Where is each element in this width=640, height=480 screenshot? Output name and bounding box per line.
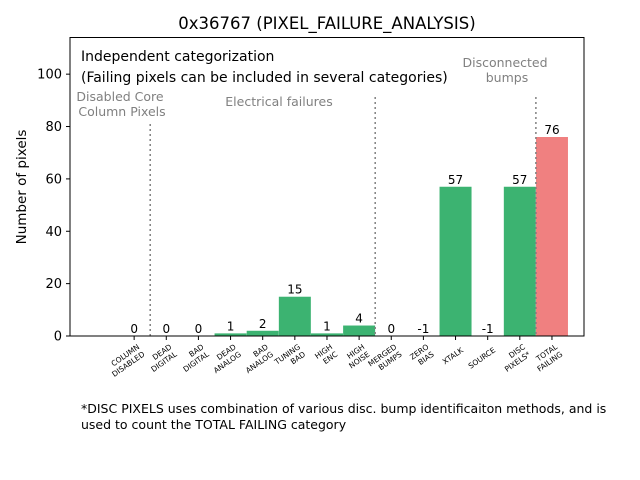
bar-6 [310, 333, 343, 336]
value-label-5: 15 [287, 283, 302, 297]
group-label-disconnected-line-2: bumps [486, 70, 528, 85]
x-tick-label-4: BADANALOG [239, 342, 275, 375]
separators-layer [149, 97, 537, 336]
x-tick-label-5: TUNINGBAD [272, 342, 307, 374]
value-label-6: 1 [323, 319, 331, 333]
group-label-disabled: Disabled Core Column Pixels [76, 89, 167, 119]
x-tick-label-7: HIGHNOISE [342, 342, 372, 370]
x-tick-label-10: XTALK [441, 345, 466, 366]
y-tick-label-40: 40 [45, 225, 62, 240]
footnote: *DISC PIXELS uses combination of various… [81, 401, 607, 432]
group-label-disconnected-line-1: Disconnected [462, 55, 547, 70]
x-tick-label-11: SOURCE [467, 345, 498, 370]
y-tick-label-100: 100 [37, 68, 62, 83]
x-tick-label-2: BADDIGITAL [176, 342, 211, 374]
y-tick-label-20: 20 [45, 277, 62, 292]
x-tick-label-1: DEADDIGITAL [144, 342, 179, 374]
x-tick-label-10-line-0: XTALK [441, 345, 466, 366]
y-axis: 0 20 40 60 80 100 [37, 68, 70, 345]
bar-12 [503, 186, 536, 336]
value-label-11: -1 [482, 322, 494, 336]
x-tick-label-11-line-0: SOURCE [467, 345, 498, 370]
bar-4 [246, 330, 279, 336]
bar-3 [214, 333, 247, 336]
y-tick-label-60: 60 [45, 172, 62, 187]
value-label-12: 57 [512, 173, 527, 187]
x-tick-label-0: COLUMNDISABLED [105, 342, 147, 379]
group-label-disconnected: Disconnected bumps [462, 55, 551, 85]
x-tick-label-12: DISCPIXELS* [498, 342, 533, 374]
value-labels-layer: 0 0 0 1 2 15 1 4 0 -1 57 -1 57 76 [130, 123, 559, 336]
group-label-disabled-line-1: Disabled Core [76, 89, 164, 104]
y-tick-label-80: 80 [45, 120, 62, 135]
group-label-electrical: Electrical failures [225, 94, 332, 109]
value-label-1: 0 [162, 322, 170, 336]
bar-5 [278, 296, 311, 336]
value-label-13: 76 [544, 123, 559, 137]
value-label-10: 57 [448, 173, 463, 187]
header-line-2: (Failing pixels can be included in sever… [81, 70, 448, 86]
x-tick-label-3: DEADANALOG [207, 342, 243, 375]
annotations-layer: Independent categorization (Failing pixe… [76, 49, 551, 119]
chart-title: 0x36767 (PIXEL_FAILURE_ANALYSIS) [178, 14, 475, 34]
group-label-disabled-line-2: Column Pixels [78, 104, 165, 119]
value-label-3: 1 [227, 319, 235, 333]
x-tick-label-13: TOTALFAILING [530, 342, 565, 374]
bar-7 [343, 325, 376, 336]
value-label-0: 0 [130, 322, 138, 336]
value-label-2: 0 [195, 322, 203, 336]
value-label-7: 4 [355, 312, 363, 326]
value-label-8: 0 [387, 322, 395, 336]
header-line-1: Independent categorization [81, 49, 274, 65]
x-tick-label-8: MERGEDBUMPS [366, 342, 403, 376]
bar-10 [439, 186, 472, 336]
y-axis-label: Number of pixels [14, 130, 30, 245]
x-tick-label-9: ZEROBIAS [408, 342, 436, 369]
bars-layer [214, 137, 568, 336]
x-tick-label-6: HIGHENC [313, 342, 339, 368]
x-axis: COLUMNDISABLED DEADDIGITAL BADDIGITAL DEADA… [105, 336, 565, 379]
value-label-4: 2 [259, 317, 267, 331]
bar-13 [535, 137, 568, 336]
value-label-9: -1 [417, 322, 429, 336]
y-tick-label-0: 0 [54, 330, 62, 345]
